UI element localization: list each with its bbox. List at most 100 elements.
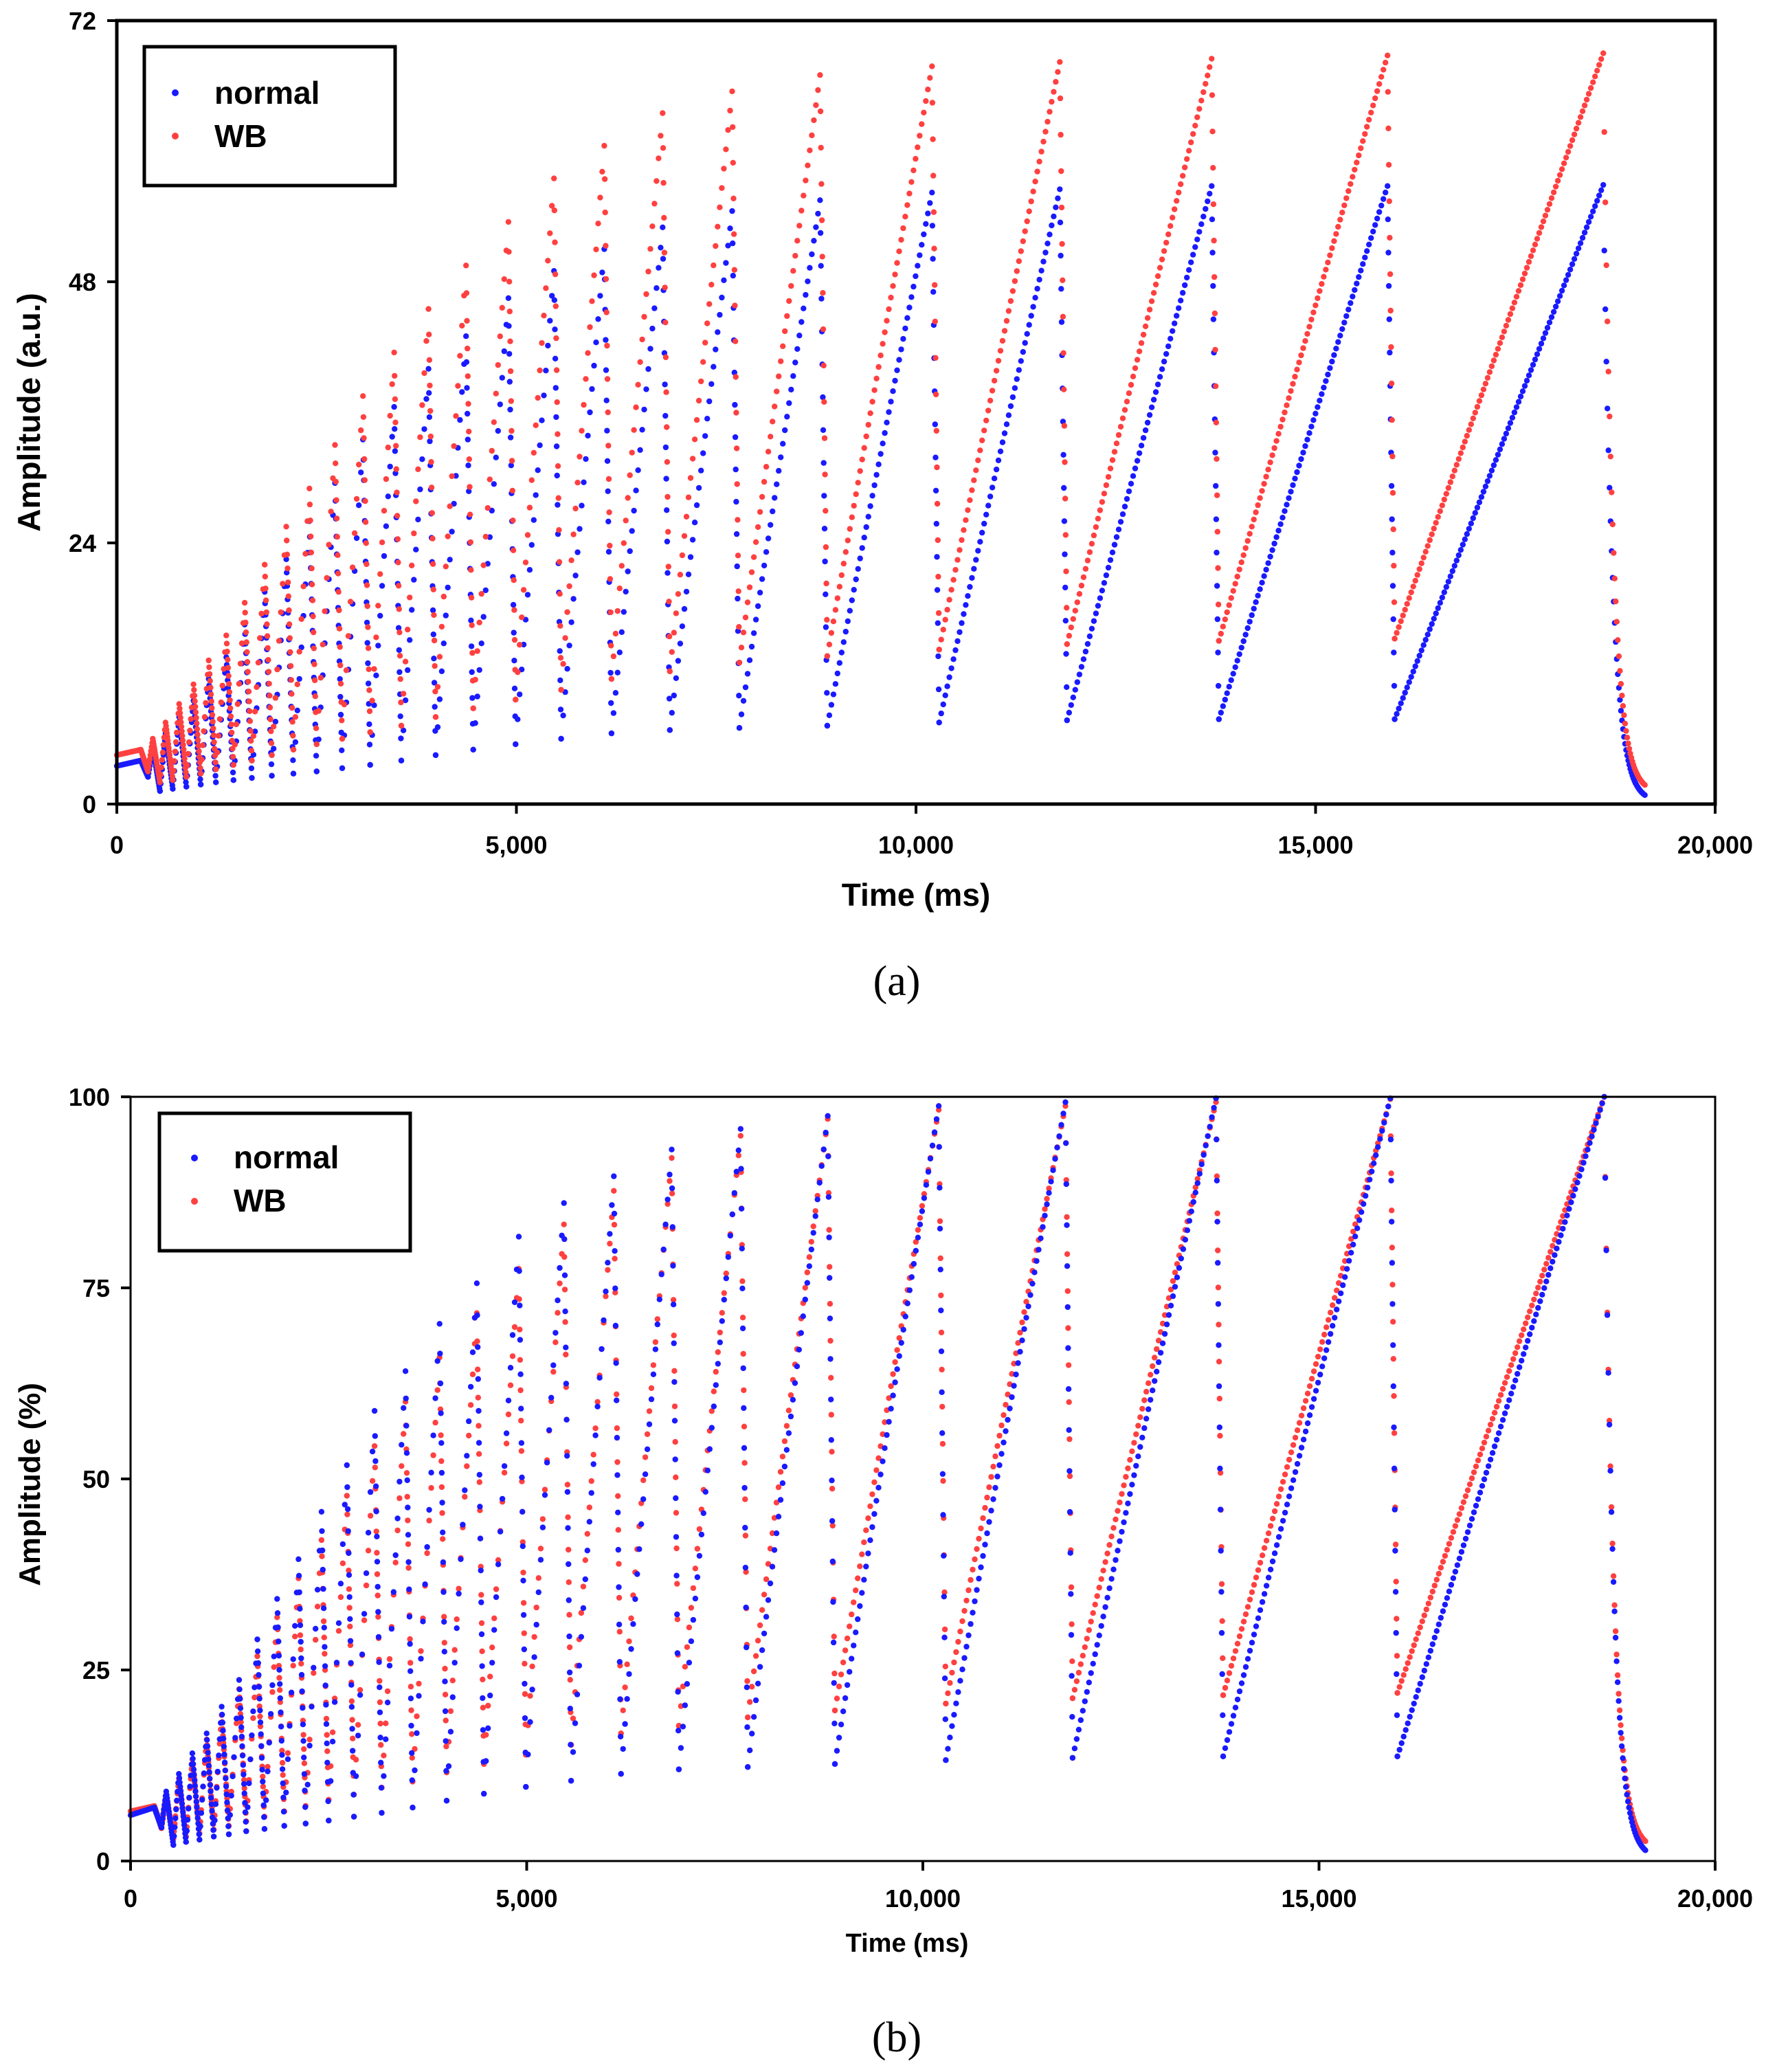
panel-a-point-normal [946,674,952,680]
panel-a-point-normal [957,629,963,635]
panel-b-point-wb [476,1451,482,1457]
panel-b-point-normal [696,1552,703,1559]
panel-a-point-wb [1453,462,1460,468]
panel-a-point-normal [927,200,933,206]
panel-a-point-wb [664,424,670,430]
panel-a-point-normal [1298,456,1304,463]
panel-a-point-wb [426,331,432,337]
panel-b-point-normal [1198,1161,1205,1168]
panel-b-point-normal [990,1496,996,1502]
panel-a-point-wb [880,341,886,347]
panel-a-point-wb [377,571,383,577]
panel-b-point-normal [1381,1119,1387,1126]
panel-a-point-normal [447,557,453,563]
panel-a-point-normal [981,520,987,527]
panel-a-point-wb [1433,520,1439,526]
panel-b-point-normal [322,1644,328,1650]
panel-a-point-normal [772,495,778,501]
panel-b-point-wb [1121,1482,1127,1489]
panel-b-point-normal [203,1730,210,1737]
panel-b-point-normal [174,1797,180,1804]
panel-b-point-normal [1290,1477,1297,1483]
panel-b-point-wb [894,1347,900,1353]
panel-b-point-normal [1029,1280,1036,1287]
panel-a-point-normal [935,620,941,626]
panel-a-point-normal [577,526,583,532]
panel-b-point-normal [438,1469,445,1476]
panel-a-point-normal [1271,540,1277,547]
panel-b-point-normal [1135,1453,1141,1460]
panel-b-point-wb [1275,1493,1282,1500]
panel-b-point-normal [1487,1456,1494,1462]
panel-a-point-normal [691,520,698,526]
panel-b-point-normal [473,1280,480,1286]
panel-b-point-normal [234,1715,240,1722]
panel-b-point-normal [938,1307,944,1314]
panel-b-point-normal [339,1541,346,1548]
panel-b-point-normal [1413,1694,1419,1700]
panel-a-point-wb [957,547,963,553]
panel-a-point-wb [432,714,439,720]
panel-a-point-wb [159,749,166,756]
panel-a-point-normal [557,677,563,684]
panel-a-point-normal [1240,638,1247,645]
panel-b-point-normal [1473,1502,1479,1509]
panel-b-point-wb [480,1676,486,1682]
panel-b-point-normal [1273,1542,1280,1548]
panel-a-point-wb [855,480,861,486]
panel-a-point-wb [1091,532,1097,539]
panel-b-point-normal [675,1728,682,1734]
panel-a-point-normal [589,386,595,392]
panel-b-point-wb [1527,1308,1533,1315]
panel-a-point-wb [205,657,212,664]
panel-a-point-wb [1341,202,1348,208]
panel-a-point-normal [1341,320,1348,326]
panel-a-point-normal [294,707,300,714]
panel-a-point-wb [1018,248,1025,254]
panel-b-series-normal [127,1093,1649,1853]
panel-b-point-normal [476,1407,482,1414]
panel-b-point-normal [1025,1303,1031,1310]
panel-a-point-normal [669,710,675,716]
panel-a-point-wb [360,414,367,420]
panel-a-point-wb [427,433,434,440]
panel-a-point-wb [961,527,967,533]
panel-a-point-wb [935,537,941,544]
panel-b-point-wb [859,1551,865,1557]
panel-b-point-normal [562,1308,568,1315]
panel-a-point-wb [1515,288,1522,294]
panel-b-point-normal [744,1644,750,1651]
panel-a-point-wb [183,769,189,776]
panel-a-point-wb [1329,245,1335,252]
panel-b-point-normal [1483,1469,1490,1476]
panel-a-point-wb [308,549,315,556]
panel-a-point-wb [226,681,232,687]
panel-b-point-normal [437,1350,443,1357]
panel-b-point-normal [804,1280,811,1286]
panel-b-point-wb [518,1418,524,1424]
panel-a-point-wb [967,497,973,503]
panel-a-point-wb [507,368,514,375]
panel-a-point-wb [1468,421,1474,427]
panel-a-point-normal [735,595,741,602]
panel-b-point-normal [1257,1607,1264,1614]
panel-b-point-wb [628,1615,634,1621]
panel-b-point-normal [242,1809,249,1816]
panel-b-point-normal [945,1746,951,1752]
panel-b-point-normal [859,1590,865,1596]
panel-b-point-normal [831,1761,838,1767]
panel-a-point-normal [1523,377,1530,384]
panel-b-point-normal [957,1678,963,1684]
panel-a-point-wb [923,98,929,104]
panel-a-point-wb [818,217,825,223]
panel-b-point-normal [796,1346,803,1353]
panel-a-point-normal [1590,208,1596,214]
panel-a-point-wb [1579,108,1586,114]
panel-b-point-wb [1423,1606,1429,1613]
panel-b-point-normal [278,1709,284,1715]
panel-a-point-normal [1003,421,1010,427]
panel-a-point-normal [658,245,664,251]
panel-a-point-wb [625,495,631,501]
panel-a-point-wb [394,536,401,542]
